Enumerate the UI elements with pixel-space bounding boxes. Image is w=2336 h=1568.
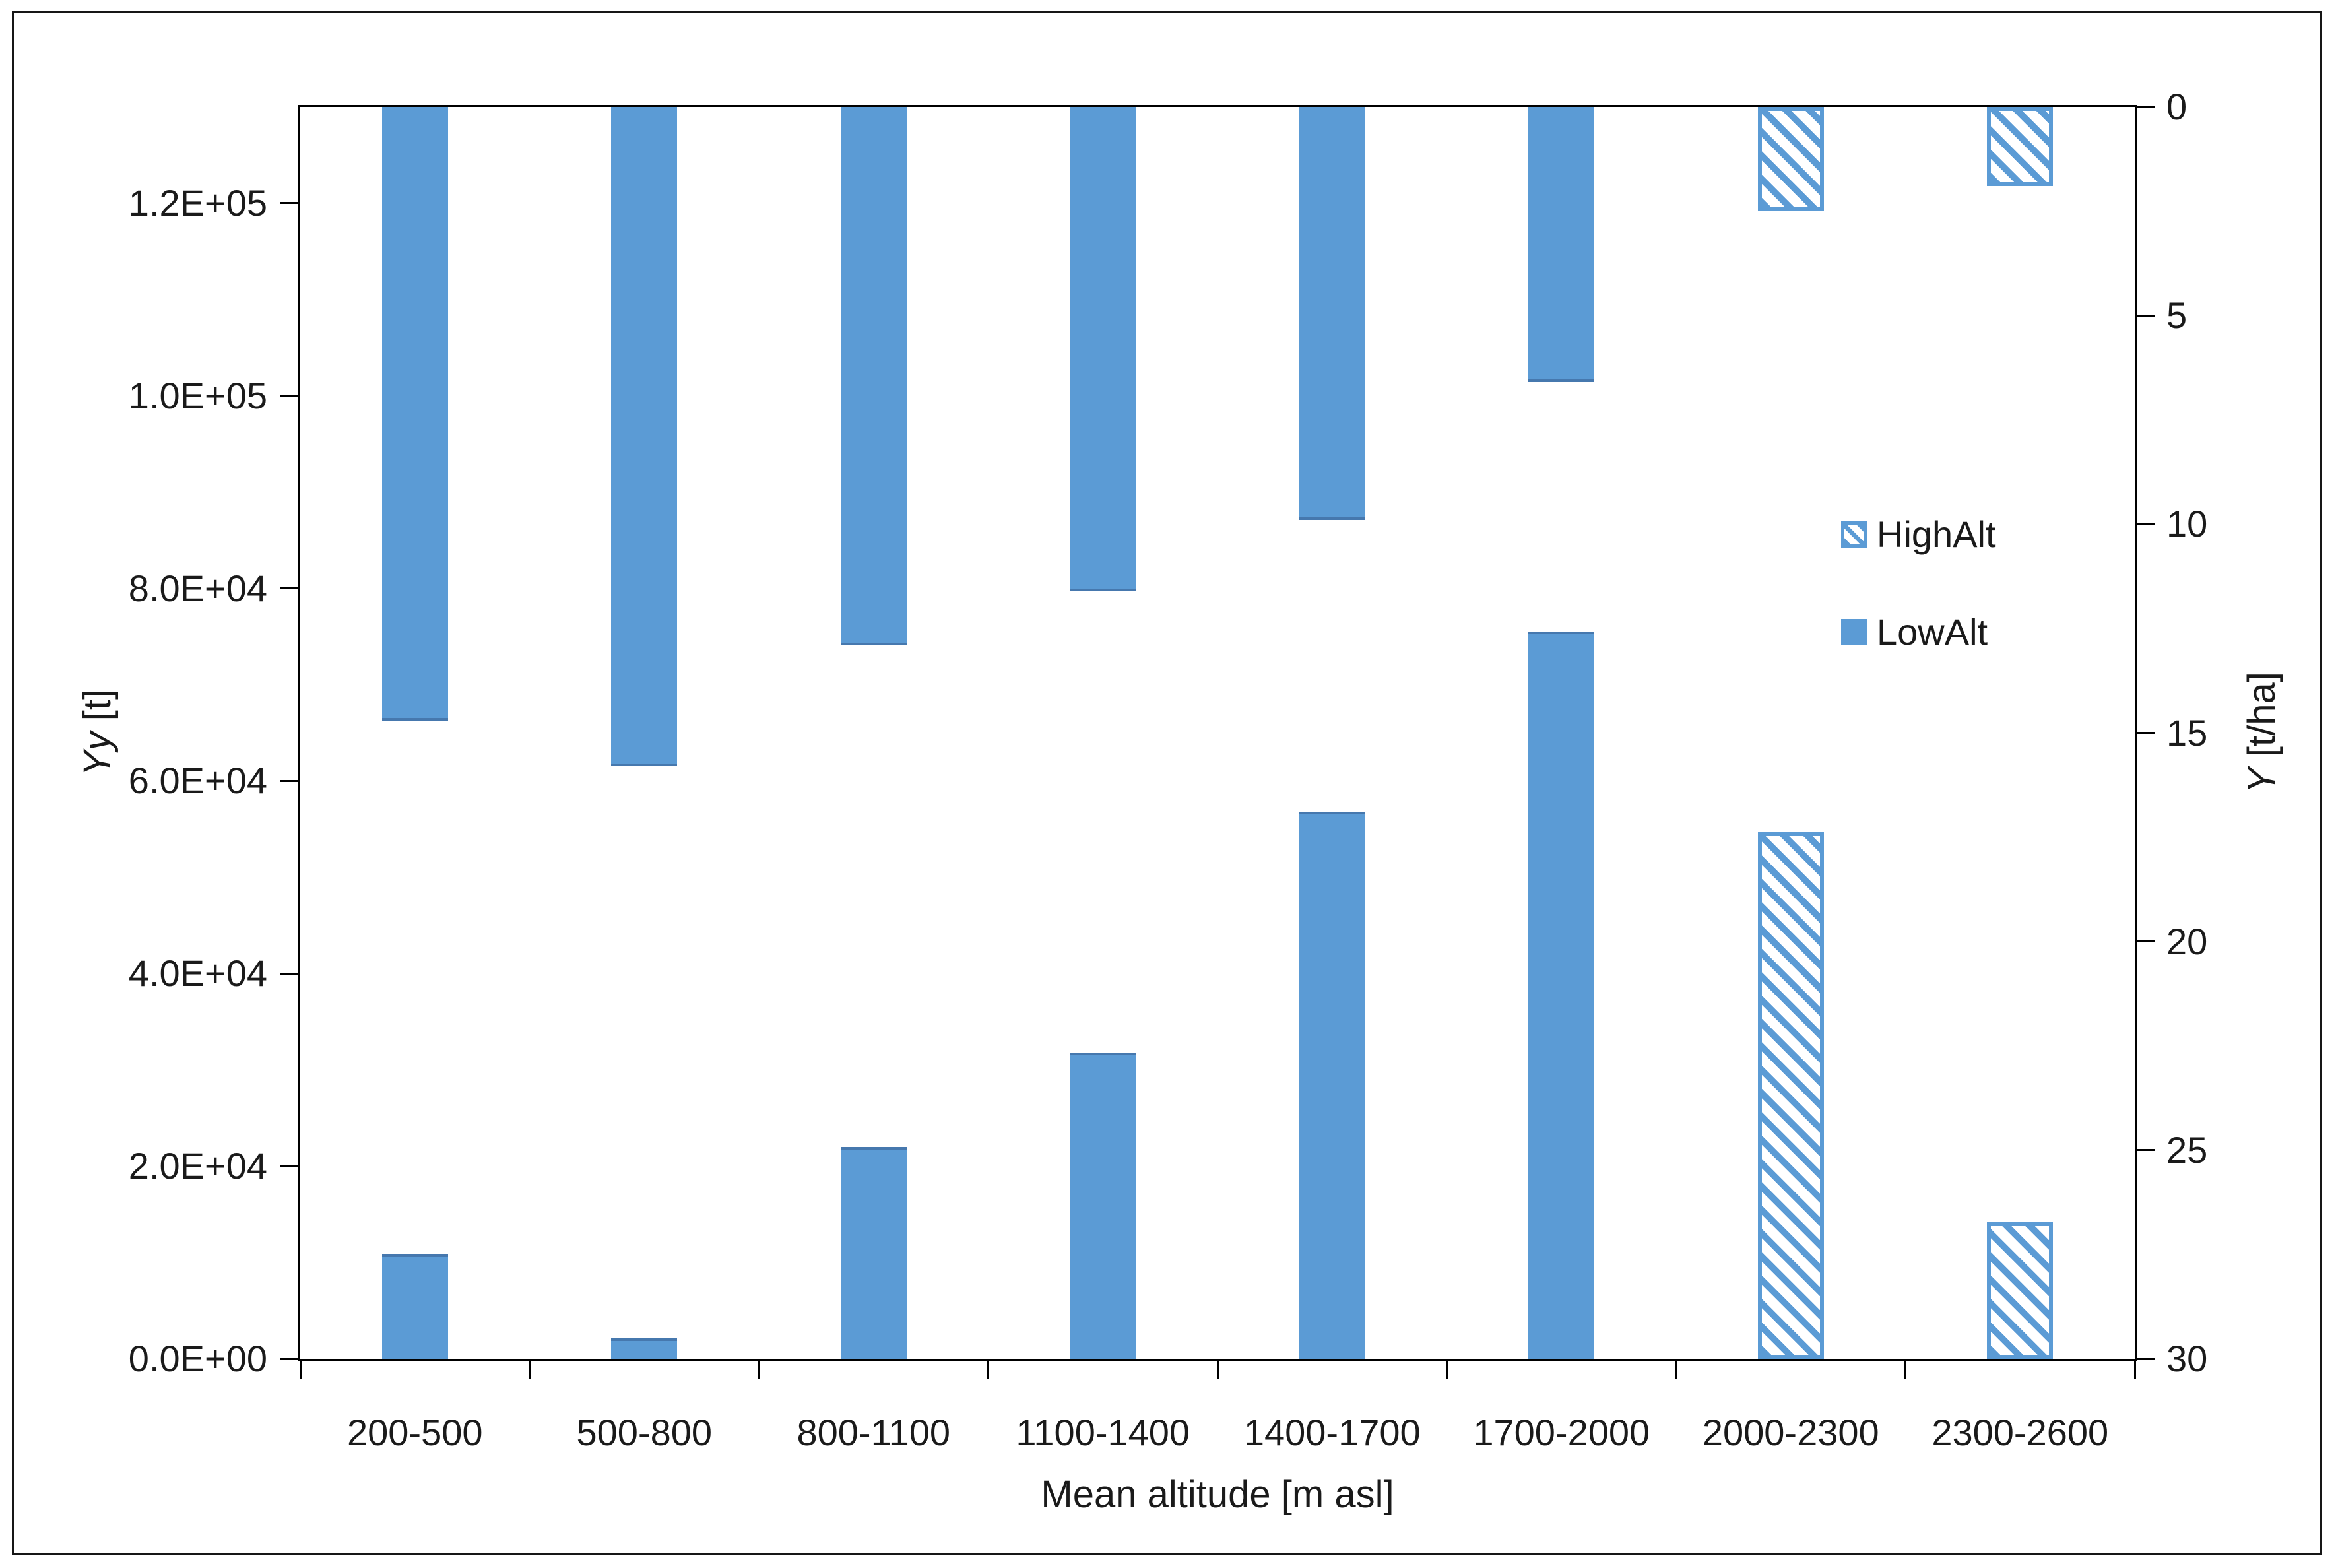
legend: HighAlt LowAlt	[1841, 509, 1996, 705]
left-axis-tick-1.2E+05	[280, 202, 300, 205]
right-axis-tick-25	[2135, 1149, 2155, 1152]
right-axis-tick-10	[2135, 523, 2155, 525]
right-axis-title: Y [t/ha]	[2240, 672, 2283, 793]
left-axis-label-1.2E+05: 1.2E+05	[128, 181, 267, 224]
bar-lowalt-yield-500-800	[611, 107, 678, 767]
x-axis-boundary-tick-1	[529, 1359, 531, 1379]
left-axis-label-0.0E+00: 0.0E+00	[128, 1338, 267, 1379]
lowalt-solid-swatch-icon	[1841, 619, 1867, 645]
x-axis-boundary-tick-8	[2133, 1359, 2136, 1379]
x-axis-label-500-800: 500-800	[576, 1412, 713, 1453]
bar-highalt-yield-2300-2600	[1987, 107, 2054, 187]
x-axis-boundary-tick-3	[987, 1359, 989, 1379]
left-axis-label-8.0E+04: 8.0E+04	[128, 567, 267, 609]
bar-lowalt-mass-200-500	[381, 1253, 448, 1359]
bar-lowalt-mass-500-800	[611, 1338, 678, 1359]
highalt-hatched-swatch-icon	[1841, 521, 1867, 548]
x-axis-boundary-tick-4	[1216, 1359, 1219, 1379]
x-axis-boundary-tick-2	[758, 1359, 760, 1379]
legend-item-lowalt: LowAlt	[1841, 607, 1996, 657]
x-axis-title: Mean altitude [m asl]	[1041, 1473, 1394, 1516]
x-axis-label-1100-1400: 1100-1400	[1016, 1412, 1190, 1453]
right-axis-label-30: 30	[2166, 1338, 2208, 1379]
x-axis-boundary-tick-6	[1675, 1359, 1677, 1379]
x-axis-label-200-500: 200-500	[346, 1412, 483, 1453]
bar-highalt-mass-2300-2600	[1987, 1222, 2054, 1359]
bar-highalt-yield-2000-2300	[1757, 107, 1824, 212]
right-axis-label-20: 20	[2166, 920, 2208, 962]
left-axis-tick-1.0E+05	[280, 395, 300, 397]
right-axis-label-25: 25	[2166, 1128, 2208, 1171]
left-axis-title-unit: [t]	[76, 688, 119, 721]
right-axis-label-15: 15	[2166, 711, 2208, 754]
left-axis-label-4.0E+04: 4.0E+04	[128, 952, 267, 995]
right-axis-label-0: 0	[2166, 86, 2188, 127]
left-axis-label-6.0E+04: 6.0E+04	[128, 760, 267, 802]
bar-lowalt-yield-200-500	[381, 107, 448, 721]
left-axis-title-variable: Yy	[76, 731, 119, 777]
left-axis-tick-6.0E+04	[280, 779, 300, 782]
right-axis-label-5: 5	[2166, 294, 2188, 337]
right-axis-label-10: 10	[2166, 503, 2208, 545]
bar-lowalt-mass-800-1100	[840, 1146, 907, 1359]
x-axis-label-2000-2300: 2000-2300	[1702, 1412, 1879, 1453]
left-axis-tick-0.0E+00	[280, 1357, 300, 1360]
legend-label-lowalt: LowAlt	[1877, 611, 1988, 653]
right-axis-tick-0	[2135, 106, 2155, 108]
bar-lowalt-yield-800-1100	[840, 107, 907, 645]
x-axis-boundary-tick-7	[1904, 1359, 1906, 1379]
plot-area	[298, 105, 2137, 1361]
bar-lowalt-yield-1400-1700	[1299, 107, 1365, 520]
bar-lowalt-mass-1400-1700	[1299, 812, 1365, 1359]
x-axis-boundary-tick-5	[1446, 1359, 1448, 1379]
left-axis-label-1.0E+05: 1.0E+05	[128, 374, 267, 416]
x-axis-label-1700-2000: 1700-2000	[1473, 1412, 1650, 1453]
left-axis-tick-4.0E+04	[280, 972, 300, 975]
bar-lowalt-mass-1700-2000	[1528, 632, 1595, 1359]
left-axis-tick-2.0E+04	[280, 1165, 300, 1167]
bar-lowalt-yield-1700-2000	[1528, 107, 1595, 383]
legend-item-highalt: HighAlt	[1841, 509, 1996, 560]
right-axis-tick-15	[2135, 732, 2155, 734]
x-axis-label-800-1100: 800-1100	[796, 1412, 951, 1453]
x-axis-label-2300-2600: 2300-2600	[1931, 1412, 2109, 1453]
right-axis-title-variable: Y	[2240, 768, 2283, 793]
left-axis-tick-8.0E+04	[280, 587, 300, 590]
x-axis-boundary-tick-0	[299, 1359, 302, 1379]
bar-highalt-mass-2000-2300	[1757, 832, 1824, 1359]
bar-lowalt-mass-1100-1400	[1070, 1052, 1136, 1359]
right-axis-tick-30	[2135, 1357, 2155, 1360]
left-axis-label-2.0E+04: 2.0E+04	[128, 1145, 267, 1187]
left-axis-title: Yy [t]	[76, 688, 119, 777]
right-axis-title-unit: [t/ha]	[2240, 672, 2283, 758]
bar-lowalt-yield-1100-1400	[1070, 107, 1136, 591]
right-axis-tick-5	[2135, 314, 2155, 317]
right-axis-tick-20	[2135, 940, 2155, 943]
legend-label-highalt: HighAlt	[1877, 513, 1996, 555]
x-axis-label-1400-1700: 1400-1700	[1243, 1412, 1421, 1453]
